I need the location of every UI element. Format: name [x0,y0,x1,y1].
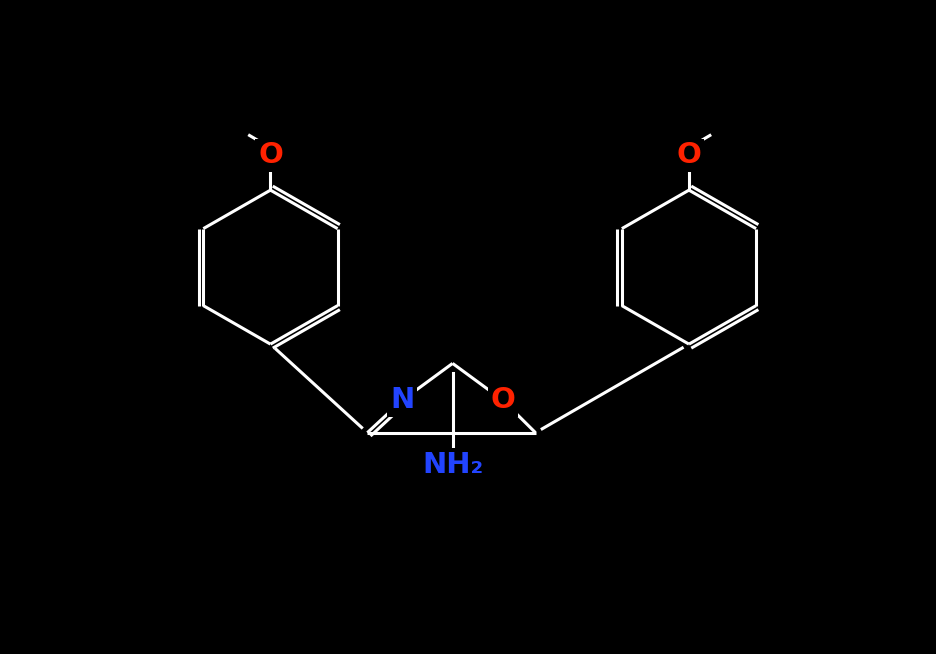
Text: N: N [390,387,415,415]
Text: O: O [258,141,283,169]
Text: O: O [677,141,701,169]
Text: O: O [490,387,516,415]
Text: NH₂: NH₂ [422,451,483,479]
